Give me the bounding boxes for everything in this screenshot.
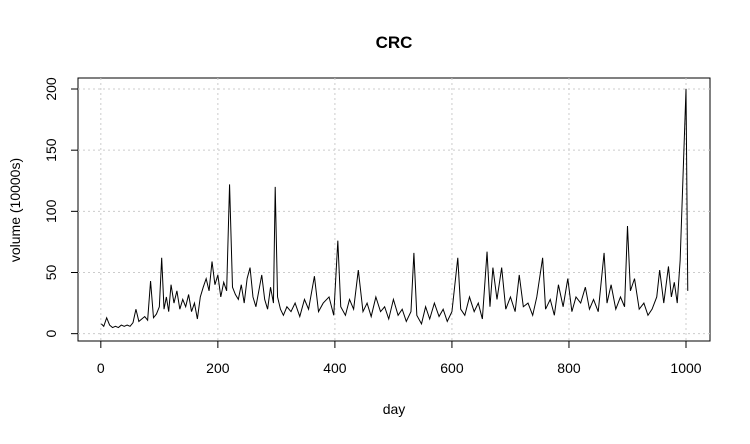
y-tick-label: 200 (43, 77, 59, 101)
x-tick-label: 400 (323, 360, 347, 376)
y-tick-label: 150 (43, 138, 59, 162)
x-tick-label: 800 (557, 360, 581, 376)
y-tick-label: 50 (43, 265, 59, 281)
y-axis-label: volume (10000s) (7, 158, 23, 262)
y-tick-label: 0 (43, 330, 59, 338)
x-tick-label: 200 (206, 360, 230, 376)
y-tick-label: 100 (43, 199, 59, 223)
x-tick-label: 0 (97, 360, 105, 376)
chart-title: CRC (376, 33, 413, 52)
x-tick-label: 1000 (670, 360, 701, 376)
x-axis-label: day (383, 401, 406, 417)
data-line (101, 88, 689, 329)
plot-frame (77, 77, 711, 342)
x-tick-label: 600 (440, 360, 464, 376)
